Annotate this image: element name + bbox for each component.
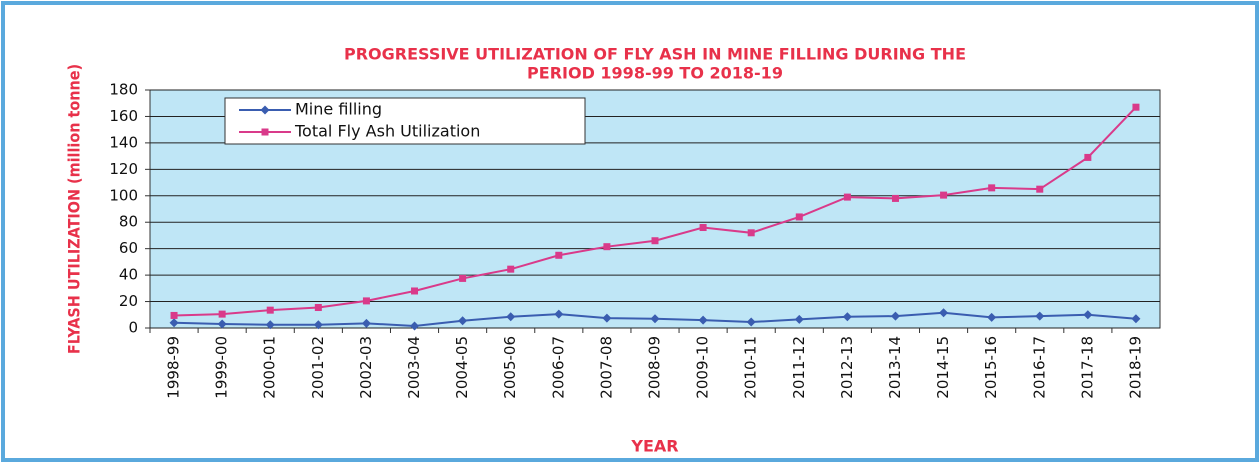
y-axis-title: FLYASH UTILIZATION (million tonne) <box>65 64 84 354</box>
marker <box>554 309 564 319</box>
marker <box>747 229 755 237</box>
marker <box>1083 310 1093 320</box>
marker <box>939 308 949 318</box>
x-tick-label: 2011-12 <box>790 336 808 399</box>
x-tick-label: 2007-08 <box>597 336 615 399</box>
marker <box>266 306 274 314</box>
x-tick-label: 2017-18 <box>1078 336 1096 399</box>
y-tick-label: 20 <box>119 292 138 310</box>
x-tick-label: 2000-01 <box>261 336 279 399</box>
marker <box>1131 314 1141 324</box>
y-tick-label: 40 <box>119 266 138 284</box>
marker <box>1035 311 1045 321</box>
marker <box>314 304 322 312</box>
y-tick-label: 60 <box>119 239 138 257</box>
marker <box>699 224 707 232</box>
y-tick-label: 180 <box>109 81 138 99</box>
x-tick-label: 2003-04 <box>405 336 423 399</box>
x-tick-label: 2004-05 <box>453 336 471 399</box>
y-tick-label: 0 <box>128 319 138 337</box>
x-tick-label: 1999-00 <box>213 336 231 399</box>
x-tick-label: 2006-07 <box>549 336 567 399</box>
x-tick-label: 2018-19 <box>1126 336 1144 399</box>
x-tick-label: 2001-02 <box>309 336 327 399</box>
marker <box>169 318 179 328</box>
marker <box>506 312 516 322</box>
x-tick-label: 2013-14 <box>886 336 904 399</box>
marker <box>602 313 612 323</box>
x-tick-label: 2015-16 <box>982 336 1000 399</box>
marker <box>170 311 178 319</box>
x-tick-label: 2016-17 <box>1030 336 1048 399</box>
x-tick-label: 1998-99 <box>165 336 183 399</box>
y-tick-label: 120 <box>109 160 138 178</box>
marker <box>410 321 420 331</box>
marker <box>795 213 803 221</box>
marker <box>265 320 275 330</box>
marker <box>987 312 997 322</box>
marker <box>555 251 563 259</box>
x-tick-label: 2002-03 <box>357 336 375 399</box>
chart-title: PERIOD 1998-99 TO 2018-19 <box>527 64 783 83</box>
legend-label: Total Fly Ash Utilization <box>294 122 480 141</box>
marker <box>218 310 226 318</box>
marker <box>313 320 323 330</box>
marker <box>260 105 270 115</box>
chart-title: PROGRESSIVE UTILIZATION OF FLY ASH IN MI… <box>344 45 966 64</box>
marker <box>940 191 948 199</box>
marker <box>843 193 851 201</box>
marker <box>794 314 804 324</box>
y-tick-label: 80 <box>119 213 138 231</box>
marker <box>1036 185 1044 193</box>
marker <box>361 318 371 328</box>
x-tick-label: 2010-11 <box>742 336 760 399</box>
marker <box>1084 153 1092 161</box>
marker <box>507 265 515 273</box>
legend-label: Mine filling <box>295 100 382 119</box>
marker <box>458 316 468 326</box>
marker <box>650 314 660 324</box>
y-tick-label: 140 <box>109 133 138 151</box>
marker <box>651 237 659 245</box>
marker <box>603 243 611 251</box>
marker <box>988 184 996 192</box>
x-axis-title: YEAR <box>630 437 678 456</box>
marker <box>411 287 419 295</box>
x-tick-label: 2009-10 <box>694 336 712 399</box>
y-tick-label: 100 <box>109 186 138 204</box>
y-tick-label: 160 <box>109 107 138 125</box>
marker <box>217 319 227 329</box>
marker <box>1132 103 1140 111</box>
marker <box>890 311 900 321</box>
x-tick-label: 2005-06 <box>501 336 519 399</box>
x-tick-label: 2012-13 <box>838 336 856 399</box>
x-tick-label: 2014-15 <box>934 336 952 399</box>
legend-box <box>224 97 586 145</box>
marker <box>362 297 370 305</box>
marker <box>746 317 756 327</box>
marker <box>842 312 852 322</box>
marker <box>459 274 467 282</box>
x-tick-label: 2008-09 <box>646 336 664 399</box>
marker <box>698 315 708 325</box>
marker <box>891 194 899 202</box>
marker <box>261 128 269 136</box>
